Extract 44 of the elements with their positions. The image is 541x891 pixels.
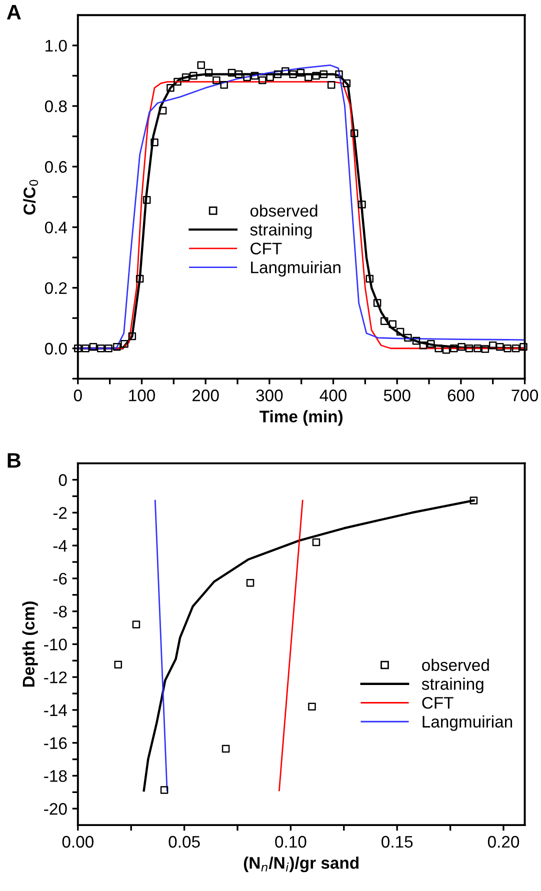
x-tick-label: 200 [192, 390, 219, 402]
y-tick-label: -14 [44, 704, 67, 716]
y-axis-title: C/C$_{0}$ [23, 180, 38, 215]
y-tick-label: -2 [53, 507, 67, 519]
x-tick-label: 300 [256, 390, 283, 402]
y-tick-label: 0.2 [44, 282, 67, 294]
legend-label: Langmuirian [251, 261, 340, 277]
x-tick-label: 0.20 [488, 836, 520, 848]
y-tick-label: -16 [44, 737, 67, 750]
y-tick-label: -12 [44, 671, 67, 684]
x-tick-label: 600 [448, 390, 474, 402]
chart-title: A [6, 5, 21, 20]
legend-label: CFT [422, 696, 454, 709]
legend-label: straining [250, 223, 312, 239]
x-tick-label: 400 [320, 390, 347, 402]
legend-label: Langmuirian [422, 715, 512, 731]
y-tick-label: -18 [44, 770, 67, 782]
legend-label: observed [250, 204, 318, 217]
x-tick-label: 100 [129, 390, 155, 402]
x-tick-label: 0.00 [62, 836, 94, 848]
x-axis-title: Time (min) [260, 410, 342, 426]
y-tick-label: 0.8 [44, 100, 67, 112]
x-tick-label: 500 [384, 390, 410, 402]
x-tick-label: 0 [74, 390, 82, 402]
chart-title: B [8, 453, 21, 468]
y-tick-label: -8 [53, 606, 67, 618]
y-tick-label: 1.0 [46, 40, 67, 52]
legend-label: CFT [250, 242, 282, 254]
y-tick-label: -20 [44, 803, 67, 815]
legend-label: observed [422, 658, 489, 672]
y-tick-label: 0.6 [44, 161, 67, 173]
y-tick-label: 0.0 [44, 342, 67, 355]
y-tick-label: 0.4 [44, 222, 67, 234]
x-tick-label: 0.15 [382, 836, 413, 848]
x-tick-label: 0.10 [275, 836, 306, 848]
x-axis-title: (N$_{n}$/N$_{i}$)/gr sand [244, 856, 358, 872]
y-tick-label: -4 [53, 540, 67, 552]
y-tick-label: 0 [58, 474, 67, 486]
y-tick-label: -6 [53, 572, 67, 585]
y-axis-title: Depth (cm) [22, 602, 38, 687]
x-tick-label: 0.05 [168, 836, 200, 848]
y-tick-label: -10 [44, 638, 67, 650]
x-tick-label: 700 [512, 390, 538, 402]
legend-label: straining [422, 678, 484, 694]
